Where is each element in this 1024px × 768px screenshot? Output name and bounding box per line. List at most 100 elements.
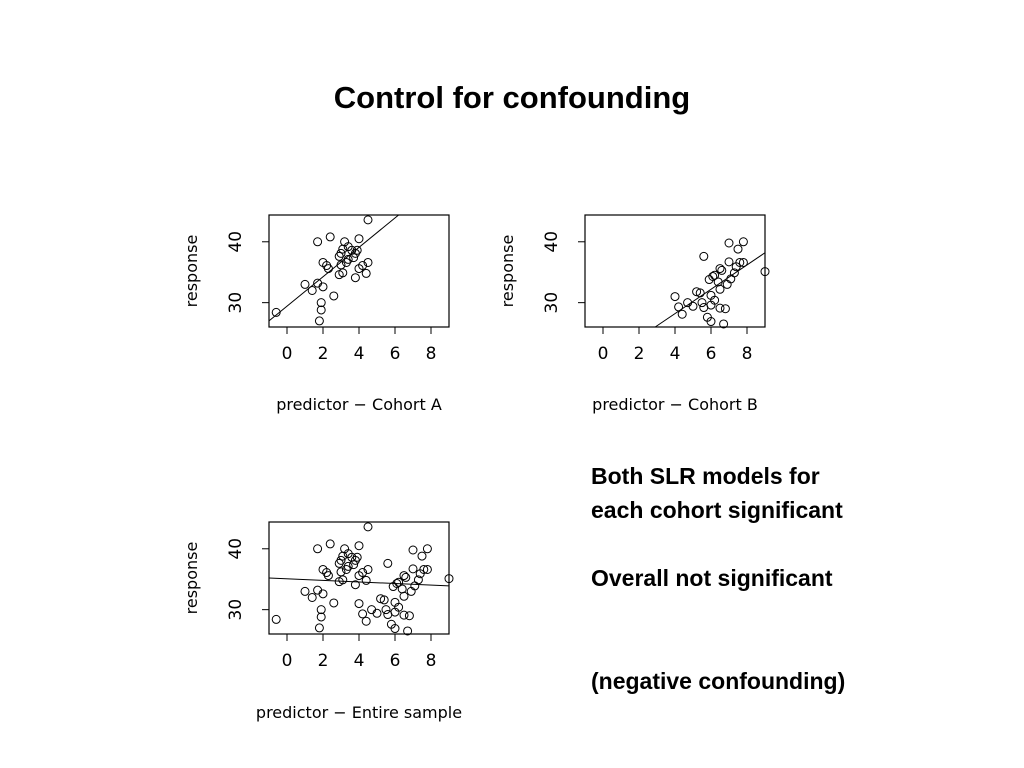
data-point — [738, 237, 748, 247]
data-point — [307, 285, 317, 295]
x-tick-label: 0 — [282, 651, 293, 671]
data-point — [381, 605, 391, 615]
data-point — [408, 564, 418, 574]
data-point — [358, 609, 368, 619]
slide-title: Control for confounding — [333, 80, 691, 115]
data-point — [313, 237, 323, 247]
data-point — [715, 284, 725, 294]
x-tick-label: 2 — [318, 651, 329, 671]
x-tick-label: 2 — [634, 344, 645, 364]
y-tick-label: 30 — [226, 599, 246, 621]
data-point — [720, 304, 730, 314]
data-point — [318, 589, 328, 599]
data-point — [300, 279, 310, 289]
y-tick-label: 30 — [542, 292, 562, 314]
data-point — [361, 616, 371, 626]
data-point — [717, 265, 727, 275]
data-point — [760, 267, 770, 277]
data-point — [325, 539, 335, 549]
data-point — [697, 298, 707, 308]
data-point — [316, 612, 326, 622]
y-tick-label: 40 — [226, 538, 246, 560]
data-point — [361, 575, 371, 585]
data-point — [733, 244, 743, 254]
data-point — [307, 592, 317, 602]
data-point — [349, 560, 359, 570]
x-tick-label: 4 — [354, 651, 365, 671]
data-point — [422, 564, 432, 574]
data-point — [361, 268, 371, 278]
y-tick-label: 40 — [542, 231, 562, 253]
data-point — [329, 598, 339, 608]
data-point — [338, 268, 348, 278]
data-point — [422, 544, 432, 554]
data-point — [390, 624, 400, 634]
data-point — [358, 261, 368, 271]
note-overall: Overall not significant — [591, 561, 833, 595]
data-point — [343, 254, 353, 264]
data-point — [313, 544, 323, 554]
data-point — [363, 257, 373, 267]
note-confounding: (negative confounding) — [591, 664, 845, 698]
y-axis-label: response — [182, 235, 201, 308]
x-tick-label: 0 — [282, 344, 293, 364]
data-point — [325, 232, 335, 242]
note-line-4: (negative confounding) — [591, 668, 846, 694]
note-line-1: Both SLR models for — [591, 463, 820, 489]
data-point — [715, 264, 725, 274]
data-point — [408, 545, 418, 555]
x-tick-label: 8 — [426, 651, 437, 671]
data-point — [354, 234, 364, 244]
data-point — [379, 595, 389, 605]
data-point — [354, 599, 364, 609]
data-point — [710, 295, 720, 305]
data-point — [403, 626, 413, 636]
note-line-3: Overall not significant — [591, 565, 833, 591]
x-axis-label: predictor − Cohort A — [276, 395, 442, 414]
data-point — [695, 288, 705, 298]
regression-line — [268, 214, 399, 322]
y-axis-label: response — [498, 235, 517, 308]
data-point — [349, 253, 359, 263]
data-point — [413, 575, 423, 585]
data-point — [677, 309, 687, 319]
data-point — [300, 586, 310, 596]
data-point — [444, 574, 454, 584]
data-point — [352, 552, 362, 562]
data-point — [363, 522, 373, 532]
data-point — [314, 316, 324, 326]
data-point — [336, 555, 346, 565]
data-point — [399, 610, 409, 620]
data-point — [338, 575, 348, 585]
data-point — [354, 541, 364, 551]
x-axis-label: predictor − Cohort B — [592, 395, 758, 414]
x-tick-label: 6 — [706, 344, 717, 364]
data-point — [699, 251, 709, 261]
data-point — [688, 301, 698, 311]
x-tick-label: 0 — [598, 344, 609, 364]
data-point — [729, 268, 739, 278]
data-point — [401, 572, 411, 582]
x-tick-label: 4 — [354, 344, 365, 364]
data-point — [397, 584, 407, 594]
data-point — [719, 319, 729, 329]
data-point — [336, 248, 346, 258]
data-point — [674, 302, 684, 312]
data-point — [318, 282, 328, 292]
data-point — [417, 551, 427, 561]
data-point — [358, 568, 368, 578]
data-point — [271, 307, 281, 317]
x-axis-label: predictor − Entire sample — [256, 703, 462, 722]
data-point — [329, 291, 339, 301]
data-point — [419, 564, 429, 574]
note-line-2: each cohort significant — [591, 497, 843, 523]
x-tick-label: 8 — [742, 344, 753, 364]
x-tick-label: 6 — [390, 651, 401, 671]
data-point — [706, 317, 716, 327]
x-tick-label: 4 — [670, 344, 681, 364]
data-point — [399, 591, 409, 601]
